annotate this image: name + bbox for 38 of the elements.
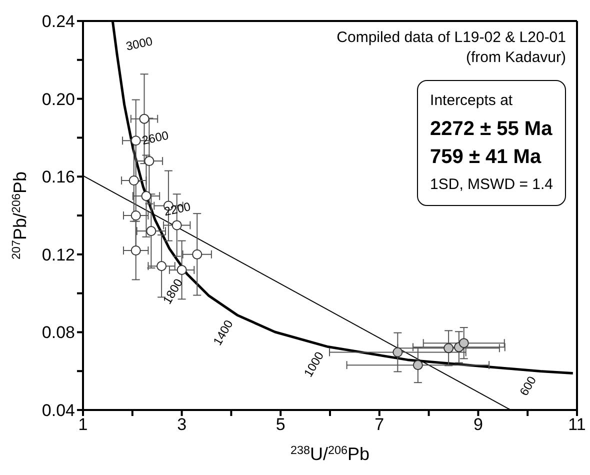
annotation: 2200 <box>162 199 192 219</box>
point <box>176 264 187 275</box>
point <box>141 191 152 202</box>
y-tick-label: 0.12 <box>42 245 75 264</box>
x-tick-label: 5 <box>276 415 286 434</box>
point <box>146 226 156 236</box>
point <box>139 114 150 124</box>
point <box>172 220 182 230</box>
point <box>458 338 469 348</box>
annotation: Compiled data of L19-02 & L20-01 <box>336 28 566 48</box>
x-axis-title: $^{238}$U/$^{206}$Pb <box>290 444 370 464</box>
y-tick-label: 0.20 <box>42 90 75 109</box>
point <box>144 156 154 166</box>
annotation: 759 ± 41 Ma <box>430 145 542 170</box>
x-tick-label: 9 <box>473 415 483 434</box>
y-tick-label: 0.08 <box>42 323 75 342</box>
annotation: 2272 ± 55 Ma <box>430 117 553 142</box>
annotation: 3000 <box>124 34 154 54</box>
y-tick-label: 0.24 <box>42 12 75 32</box>
point <box>392 347 403 358</box>
point <box>130 136 141 146</box>
annotation: 2600 <box>140 128 170 148</box>
x-tick-label: 7 <box>374 415 384 434</box>
point <box>412 360 423 370</box>
annotation: Intercepts at <box>430 91 514 111</box>
point <box>130 246 141 256</box>
point <box>156 261 167 272</box>
annotation: (from Kadavur) <box>464 48 566 68</box>
y-tick-label: 0.04 <box>42 401 75 420</box>
x-tick-label: 1 <box>78 415 88 434</box>
point <box>192 249 202 260</box>
point <box>128 175 139 186</box>
x-tick-label: 3 <box>177 415 187 434</box>
annotation: 600 <box>516 374 540 398</box>
annotation: 1SD, MSWD = 1.4 <box>430 175 553 195</box>
point <box>444 343 454 354</box>
x-tick-label: 11 <box>568 415 586 434</box>
y-tick-label: 0.16 <box>42 168 75 187</box>
